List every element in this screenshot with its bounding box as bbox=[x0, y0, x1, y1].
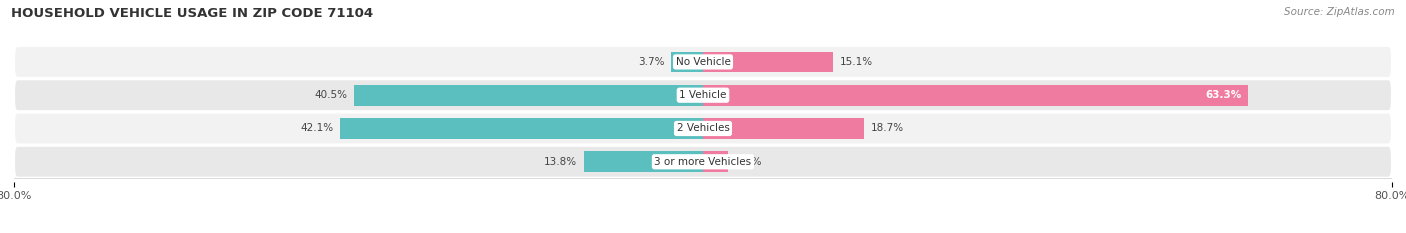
Text: 18.7%: 18.7% bbox=[870, 123, 904, 134]
Bar bbox=[703, 151, 728, 172]
Bar bbox=[340, 118, 703, 139]
Bar bbox=[583, 151, 703, 172]
Text: 1 Vehicle: 1 Vehicle bbox=[679, 90, 727, 100]
Text: Source: ZipAtlas.com: Source: ZipAtlas.com bbox=[1284, 7, 1395, 17]
Text: 13.8%: 13.8% bbox=[544, 157, 578, 167]
Text: 2.9%: 2.9% bbox=[735, 157, 762, 167]
Bar bbox=[354, 85, 703, 106]
Text: HOUSEHOLD VEHICLE USAGE IN ZIP CODE 71104: HOUSEHOLD VEHICLE USAGE IN ZIP CODE 7110… bbox=[11, 7, 374, 20]
Text: 15.1%: 15.1% bbox=[839, 57, 873, 67]
FancyBboxPatch shape bbox=[14, 79, 1392, 111]
FancyBboxPatch shape bbox=[14, 113, 1392, 144]
Bar bbox=[703, 118, 865, 139]
Text: 42.1%: 42.1% bbox=[301, 123, 333, 134]
Text: 2 Vehicles: 2 Vehicles bbox=[676, 123, 730, 134]
Bar bbox=[703, 85, 1249, 106]
FancyBboxPatch shape bbox=[14, 146, 1392, 178]
Text: 3 or more Vehicles: 3 or more Vehicles bbox=[654, 157, 752, 167]
Bar bbox=[703, 51, 832, 72]
FancyBboxPatch shape bbox=[14, 46, 1392, 78]
Text: 3.7%: 3.7% bbox=[638, 57, 664, 67]
Text: 40.5%: 40.5% bbox=[315, 90, 347, 100]
Text: No Vehicle: No Vehicle bbox=[675, 57, 731, 67]
Text: 63.3%: 63.3% bbox=[1205, 90, 1241, 100]
Bar bbox=[671, 51, 703, 72]
